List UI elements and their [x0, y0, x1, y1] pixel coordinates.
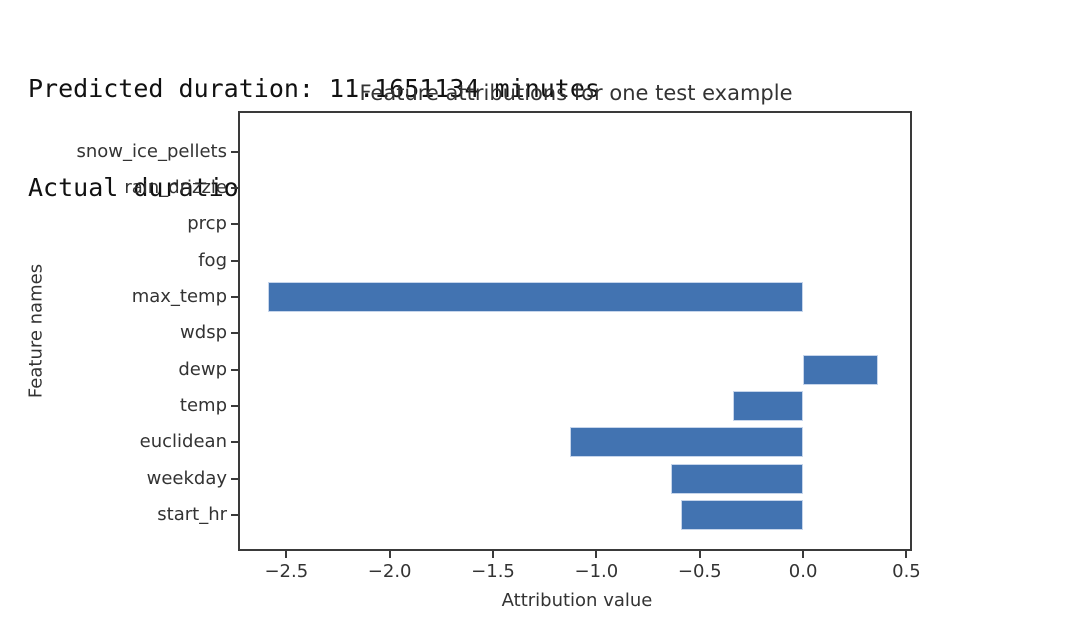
xtick-mark-0.0: [802, 551, 805, 558]
xtick-label-0.0: 0.0: [788, 561, 818, 582]
xtick-mark-−2.0: [388, 551, 391, 558]
ytick-mark-prcp: [231, 223, 238, 226]
bar-start_hr: [681, 500, 804, 530]
ytick-mark-start_hr: [231, 514, 238, 516]
xtick-mark-−2.5: [285, 551, 288, 558]
ytick-mark-temp: [231, 404, 238, 407]
ytick-label-dewp: dewp: [178, 358, 227, 380]
xtick-mark-−0.5: [698, 551, 701, 558]
xtick-mark-−1.5: [492, 551, 495, 558]
bar-dewp: [803, 354, 878, 385]
xtick-label-−1.0: −1.0: [574, 561, 619, 582]
ytick-label-fog: fog: [198, 249, 227, 271]
ytick-label-rain_drizzle: rain_drizzle: [124, 176, 227, 198]
xtick-mark-0.5: [905, 551, 908, 558]
bar-weekday: [670, 463, 804, 494]
xtick-label-−2.5: −2.5: [264, 561, 309, 582]
ytick-label-start_hr: start_hr: [157, 504, 227, 525]
ytick-mark-snow_ice_pellets: [231, 150, 238, 153]
bar-temp: [732, 390, 804, 421]
bar-max_temp: [267, 281, 804, 312]
ytick-label-snow_ice_pellets: snow_ice_pellets: [76, 140, 227, 162]
xtick-mark-−1.0: [595, 551, 598, 558]
ytick-label-temp: temp: [179, 394, 227, 416]
ytick-mark-dewp: [231, 368, 238, 371]
ytick-label-wdsp: wdsp: [180, 322, 227, 344]
bar-euclidean: [569, 427, 804, 458]
predicted-duration-line: Predicted duration: 11.1651134 minutes: [28, 74, 600, 103]
ytick-mark-max_temp: [231, 295, 238, 298]
xtick-label-−1.5: −1.5: [471, 561, 515, 582]
x-axis-label: Attribution value: [501, 590, 653, 611]
xtick-label-0.5: 0.5: [892, 561, 921, 582]
ytick-mark-weekday: [231, 477, 238, 480]
xtick-label-−2.0: −2.0: [367, 561, 412, 582]
ytick-mark-wdsp: [231, 332, 238, 335]
ytick-label-prcp: prcp: [187, 213, 227, 235]
ytick-label-euclidean: euclidean: [139, 431, 227, 453]
plot-area: [238, 111, 912, 551]
chart-title: Feature attributions for one test exampl…: [359, 81, 793, 105]
ytick-label-max_temp: max_temp: [131, 285, 227, 307]
ytick-mark-fog: [231, 259, 238, 262]
ytick-label-weekday: weekday: [146, 467, 227, 489]
ytick-mark-rain_drizzle: [231, 186, 238, 189]
xtick-label-−0.5: −0.5: [677, 561, 722, 582]
ytick-mark-euclidean: [231, 441, 238, 444]
